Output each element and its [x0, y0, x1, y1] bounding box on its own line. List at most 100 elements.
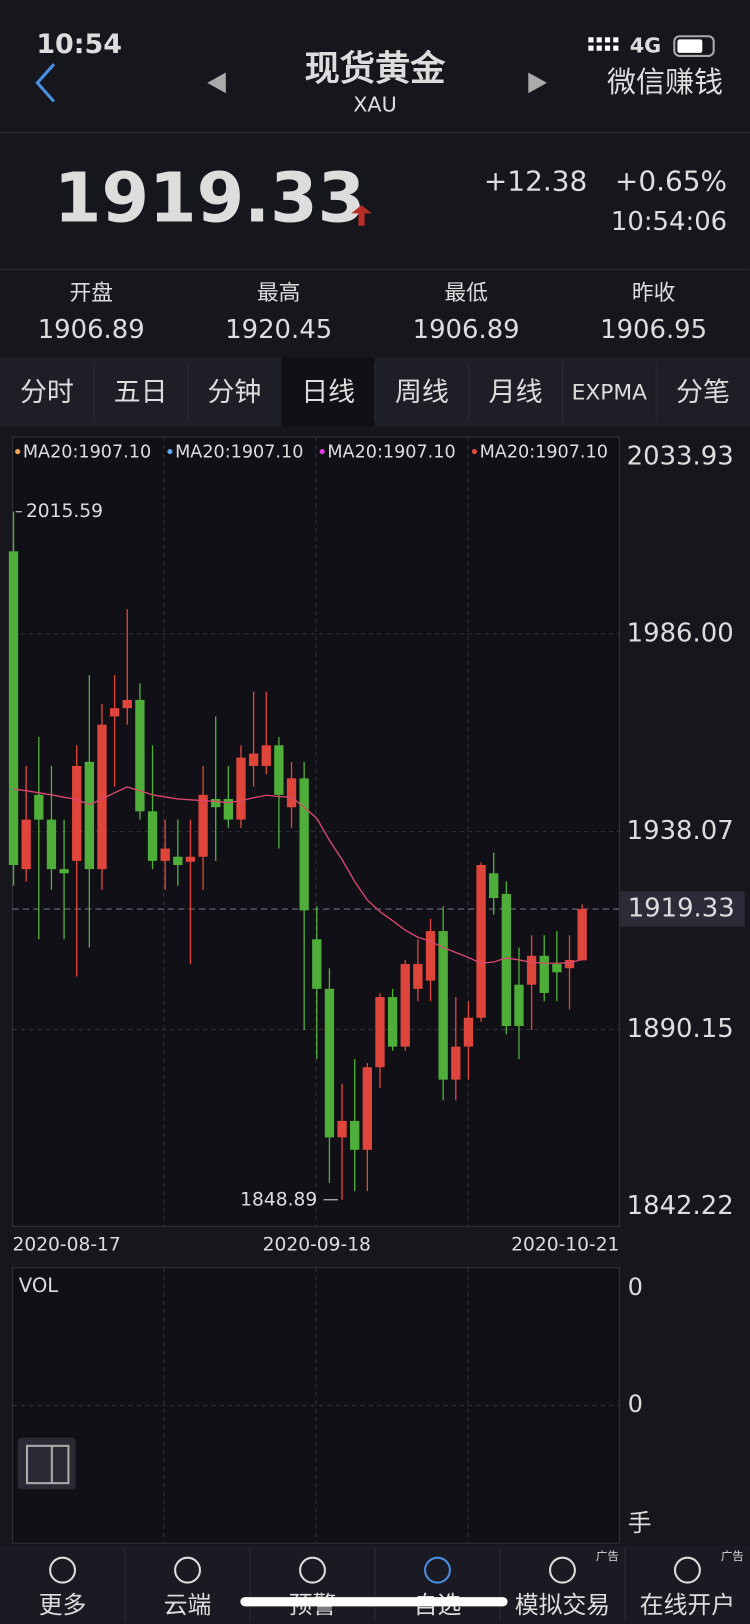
- signal: [588, 37, 619, 51]
- tab[interactable]: 周线: [395, 377, 449, 408]
- current-price-label: 1919.33: [628, 894, 735, 924]
- volume-label: 0: [628, 1390, 643, 1418]
- candle-body: [173, 856, 183, 866]
- nav-icon: [49, 1556, 77, 1584]
- battery: [673, 35, 715, 57]
- nav-label[interactable]: 模拟交易: [515, 1591, 610, 1619]
- legend-entry: MA20:1907.10: [175, 443, 303, 463]
- candle-body: [552, 964, 562, 973]
- y-tick-label: 1986.00: [627, 618, 734, 648]
- nav-icon: [549, 1556, 576, 1584]
- legend-dot: [15, 448, 21, 455]
- stat-value: 1906.95: [600, 315, 707, 345]
- back-button[interactable]: [35, 63, 56, 103]
- tab-selected: [281, 357, 375, 427]
- candle-body: [564, 959, 575, 969]
- tab[interactable]: 月线: [489, 377, 543, 408]
- candle-body: [59, 869, 69, 874]
- up-arrow: [351, 205, 372, 226]
- candle-body: [72, 765, 82, 861]
- title: 现货黄金: [305, 48, 447, 89]
- nav-icon: [299, 1556, 326, 1584]
- candle-body: [236, 757, 246, 820]
- candle-body: [135, 699, 145, 812]
- tab[interactable]: 分钟: [207, 377, 261, 408]
- nav-badge: 广告: [596, 1549, 619, 1563]
- candle-body: [463, 1017, 474, 1047]
- candle-body: [501, 893, 511, 1026]
- candle-body: [8, 551, 19, 866]
- nav-label[interactable]: 云端: [164, 1591, 212, 1619]
- network: 4G: [630, 34, 661, 58]
- nav-icon: [424, 1556, 451, 1584]
- stat-value: 1906.89: [38, 315, 145, 345]
- nav-icon: [174, 1556, 202, 1584]
- change: +12.38: [484, 164, 587, 197]
- candle-body: [400, 964, 410, 1047]
- candle-body: [350, 1120, 360, 1150]
- candle-body: [286, 778, 297, 808]
- tab[interactable]: EXPMA: [572, 381, 648, 406]
- candle-body: [539, 955, 549, 993]
- candle-body: [185, 856, 196, 862]
- nav-label[interactable]: 在线开户: [640, 1591, 735, 1619]
- nav-icon: [673, 1556, 701, 1584]
- stat-value: 1906.89: [413, 315, 520, 345]
- low-label: 1848.89: [240, 1189, 317, 1210]
- high-label: 2015.59: [26, 501, 103, 522]
- candle-body: [476, 865, 486, 1018]
- current-price-box: [620, 891, 745, 927]
- stat-label: 开盘: [69, 281, 113, 306]
- candle-body: [299, 778, 309, 911]
- price: 1919.33: [54, 160, 365, 239]
- header-action[interactable]: 微信赚钱: [607, 65, 723, 99]
- x-tick-label: 2020-10-21: [511, 1234, 619, 1255]
- legend-dot: [471, 448, 478, 455]
- stat-value: 1920.45: [225, 315, 332, 345]
- quote-time: 10:54:06: [611, 207, 727, 237]
- nav-label[interactable]: 更多: [39, 1591, 87, 1619]
- volume-grid: [12, 1267, 620, 1544]
- candle-body: [198, 794, 208, 857]
- candle-body: [46, 819, 57, 870]
- candle-body: [160, 848, 170, 861]
- candle-body: [274, 745, 284, 795]
- candle-body: [413, 964, 423, 989]
- rotate-button[interactable]: [17, 1437, 76, 1490]
- candle-body: [21, 819, 31, 870]
- nav-badge: 广告: [721, 1549, 744, 1563]
- y-tick-label: 1842.22: [627, 1191, 734, 1221]
- candle-body: [248, 753, 259, 766]
- y-tick-label: 2033.93: [627, 441, 734, 471]
- candle-body: [109, 708, 120, 717]
- next-button[interactable]: [528, 72, 547, 94]
- candle-body: [261, 745, 271, 766]
- tab[interactable]: 分笔: [676, 377, 730, 408]
- candle-body: [211, 798, 221, 808]
- code: XAU: [353, 93, 397, 117]
- candle-body: [324, 988, 335, 1138]
- legend-entry: MA20:1907.10: [23, 443, 151, 463]
- volume-label: 0: [628, 1273, 643, 1301]
- stat-label: 最低: [444, 281, 488, 306]
- tab[interactable]: 五日: [114, 377, 168, 408]
- candle-body: [526, 955, 537, 985]
- x-tick-label: 2020-08-17: [13, 1234, 121, 1255]
- volume-unit: 手: [628, 1509, 652, 1537]
- candle-body: [438, 931, 448, 1080]
- candle-body: [387, 997, 398, 1047]
- prev-button[interactable]: [207, 72, 226, 94]
- candle-body: [375, 997, 385, 1068]
- status-time: 10:54: [36, 29, 122, 60]
- candle-body: [84, 761, 95, 870]
- candle-body: [514, 984, 524, 1026]
- ma-line: [13, 786, 583, 964]
- x-tick-label: 2020-09-18: [263, 1234, 371, 1255]
- candle-body: [489, 873, 499, 899]
- volume-title: VOL: [19, 1274, 59, 1297]
- tab[interactable]: 日线: [301, 377, 355, 408]
- tab[interactable]: 分时: [20, 377, 74, 408]
- candle-body: [147, 811, 158, 861]
